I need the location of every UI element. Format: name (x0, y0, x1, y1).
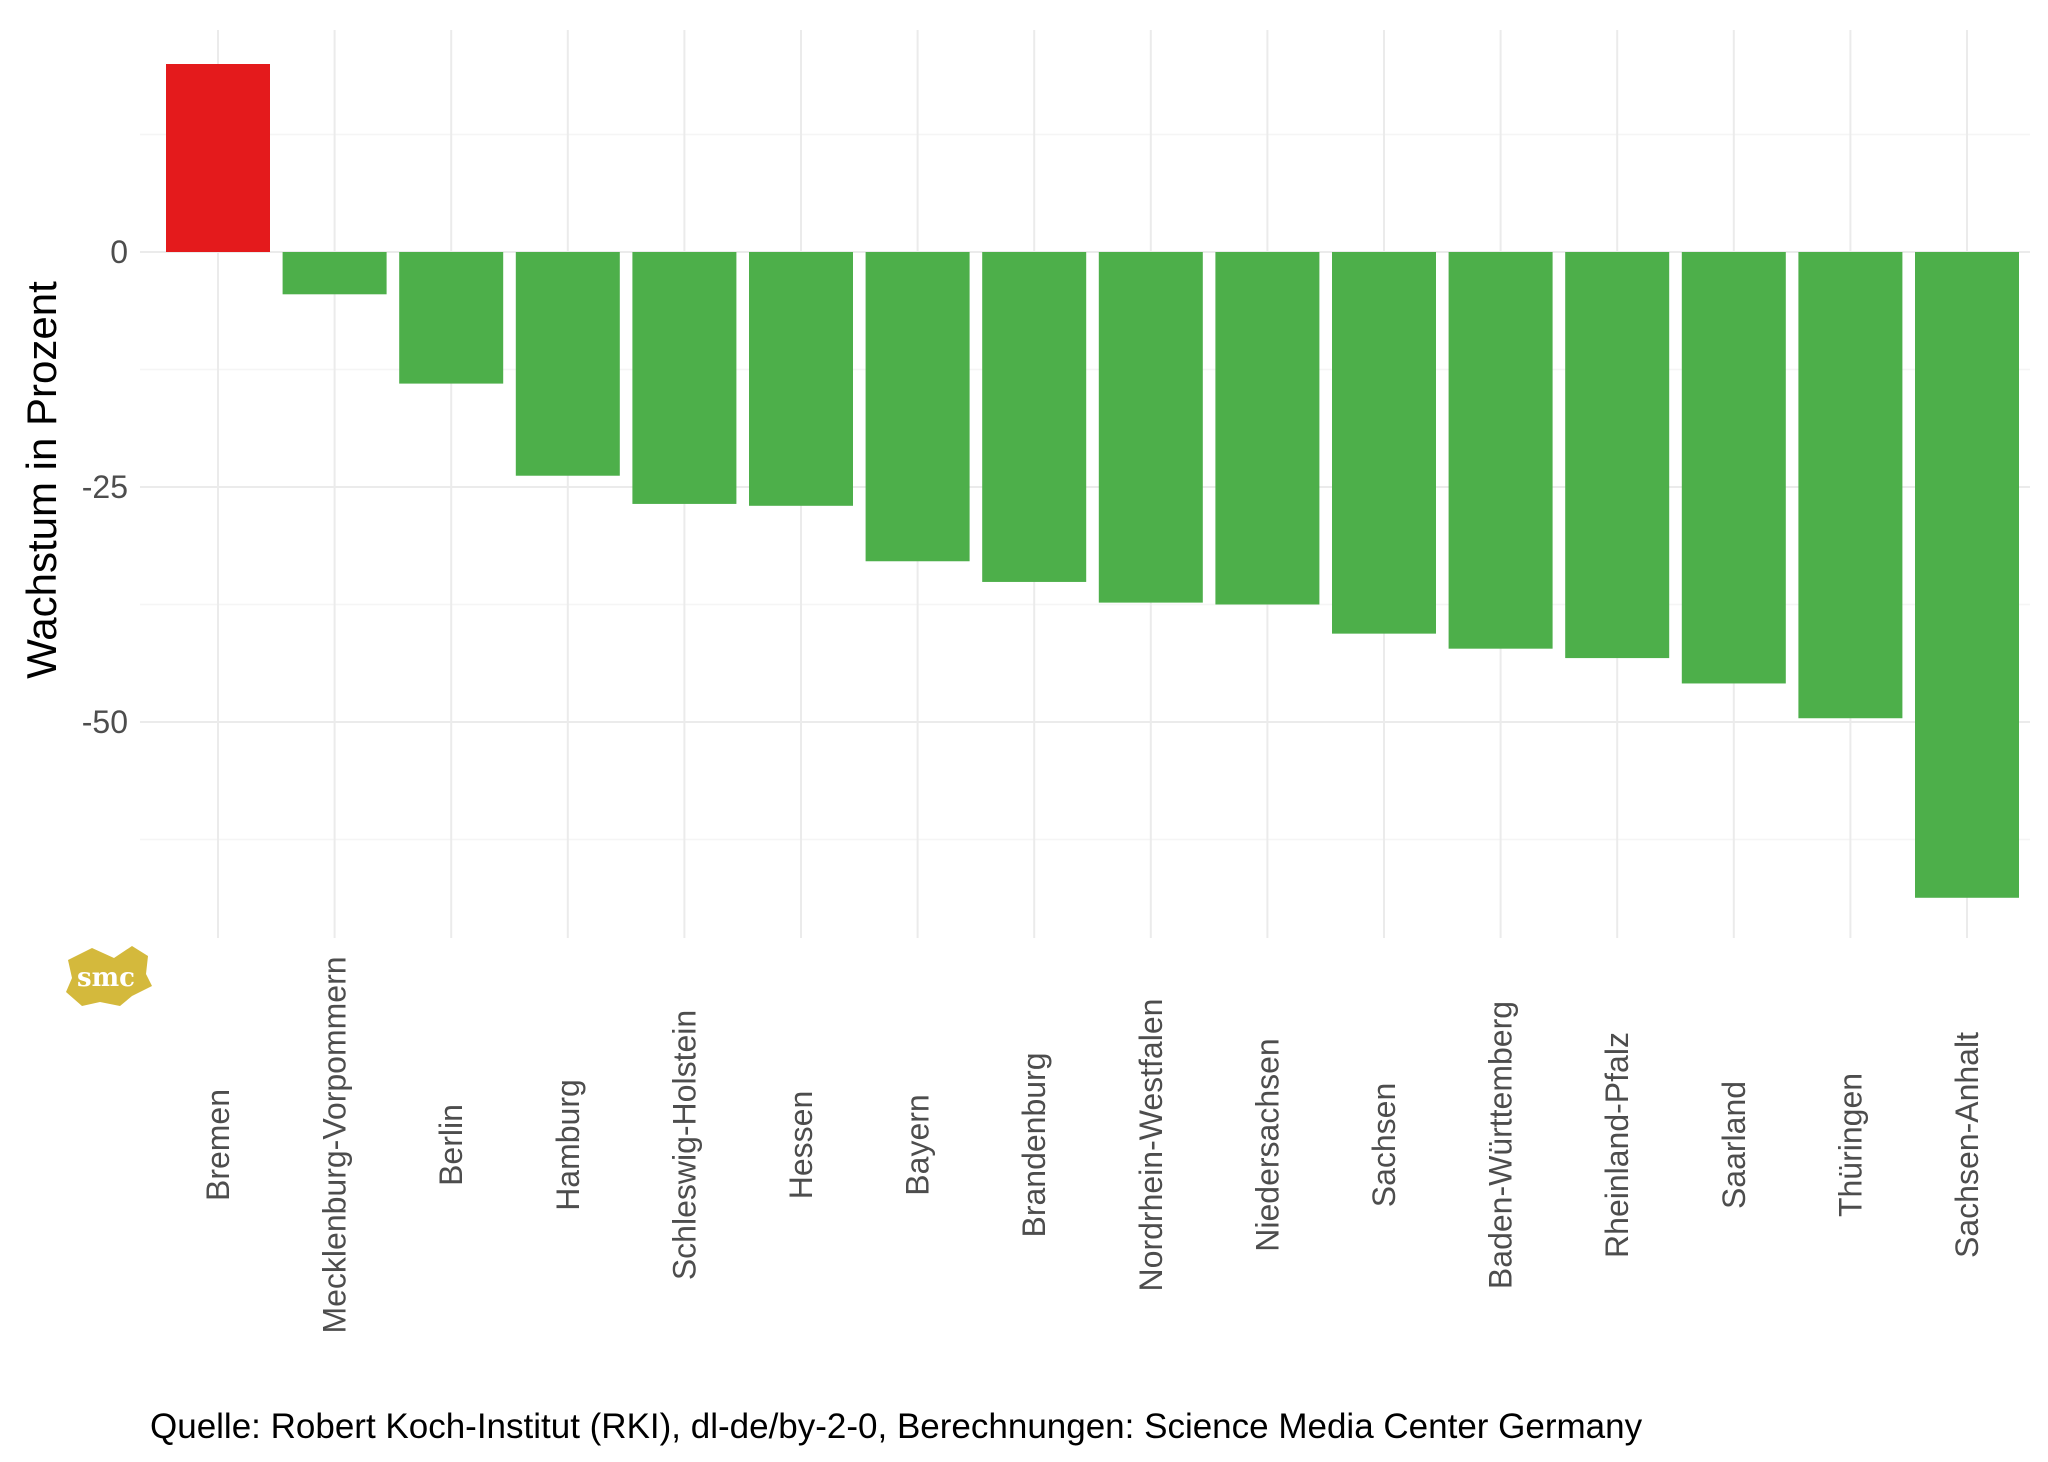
x-tick-label: Rheinland-Pfalz (1599, 1032, 1635, 1258)
bar-saarland (1681, 252, 1786, 684)
smc-logo-text: smc (77, 963, 135, 993)
bar-nordrhein-westfalen (1098, 252, 1203, 603)
source-caption: Quelle: Robert Koch-Institut (RKI), dl-d… (150, 1407, 1643, 1446)
y-axis-ticks: 0 -25 -50 (82, 234, 128, 740)
x-tick-label: Baden-Württemberg (1483, 1001, 1519, 1289)
x-tick-label: Hessen (783, 1091, 819, 1200)
bar-sachsen (1332, 252, 1436, 634)
bar-sachsen-anhalt (1915, 252, 2019, 898)
bar-thüringen (1798, 252, 1903, 719)
bar-hamburg (515, 252, 620, 476)
x-tick-label: Hamburg (550, 1079, 586, 1211)
x-tick-label: Bremen (200, 1089, 236, 1201)
x-tick-label: Berlin (433, 1104, 469, 1186)
bar-brandenburg (982, 252, 1087, 582)
bar-niedersachsen (1215, 252, 1320, 605)
bar-rheinland-pfalz (1565, 252, 1670, 659)
x-tick-label: Mecklenburg-Vorpommern (317, 956, 353, 1333)
x-axis-ticks: Bremen Mecklenburg-Vorpommern Berlin Hambur… (200, 956, 1985, 1333)
smc-logo-shape (66, 946, 152, 1006)
x-tick-label: Thüringen (1832, 1073, 1868, 1217)
x-tick-label: Niedersachsen (1249, 1038, 1285, 1251)
y-tick-label: 0 (110, 234, 128, 270)
bars (166, 64, 2019, 898)
y-axis-label: Wachstum in Prozent (18, 281, 65, 679)
bar-berlin (399, 252, 504, 384)
smc-logo: smc (66, 946, 152, 1006)
bar-hessen (749, 252, 853, 506)
x-tick-label: Sachsen-Anhalt (1949, 1032, 1985, 1258)
bar-schleswig-holstein (632, 252, 737, 504)
bar-bremen (166, 64, 270, 252)
x-tick-label: Bayern (900, 1094, 936, 1195)
bar-mecklenburg-vorpommern (282, 252, 387, 295)
y-tick-label: -25 (82, 469, 128, 505)
x-tick-label: Schleswig-Holstein (666, 1010, 702, 1280)
x-tick-label: Nordrhein-Westfalen (1133, 999, 1169, 1292)
x-tick-label: Sachsen (1366, 1083, 1402, 1208)
y-tick-label: -50 (82, 704, 128, 740)
bar-baden-württemberg (1448, 252, 1553, 649)
bar-bayern (865, 252, 970, 562)
x-tick-label: Brandenburg (1016, 1052, 1052, 1237)
x-tick-label: Saarland (1716, 1081, 1752, 1209)
